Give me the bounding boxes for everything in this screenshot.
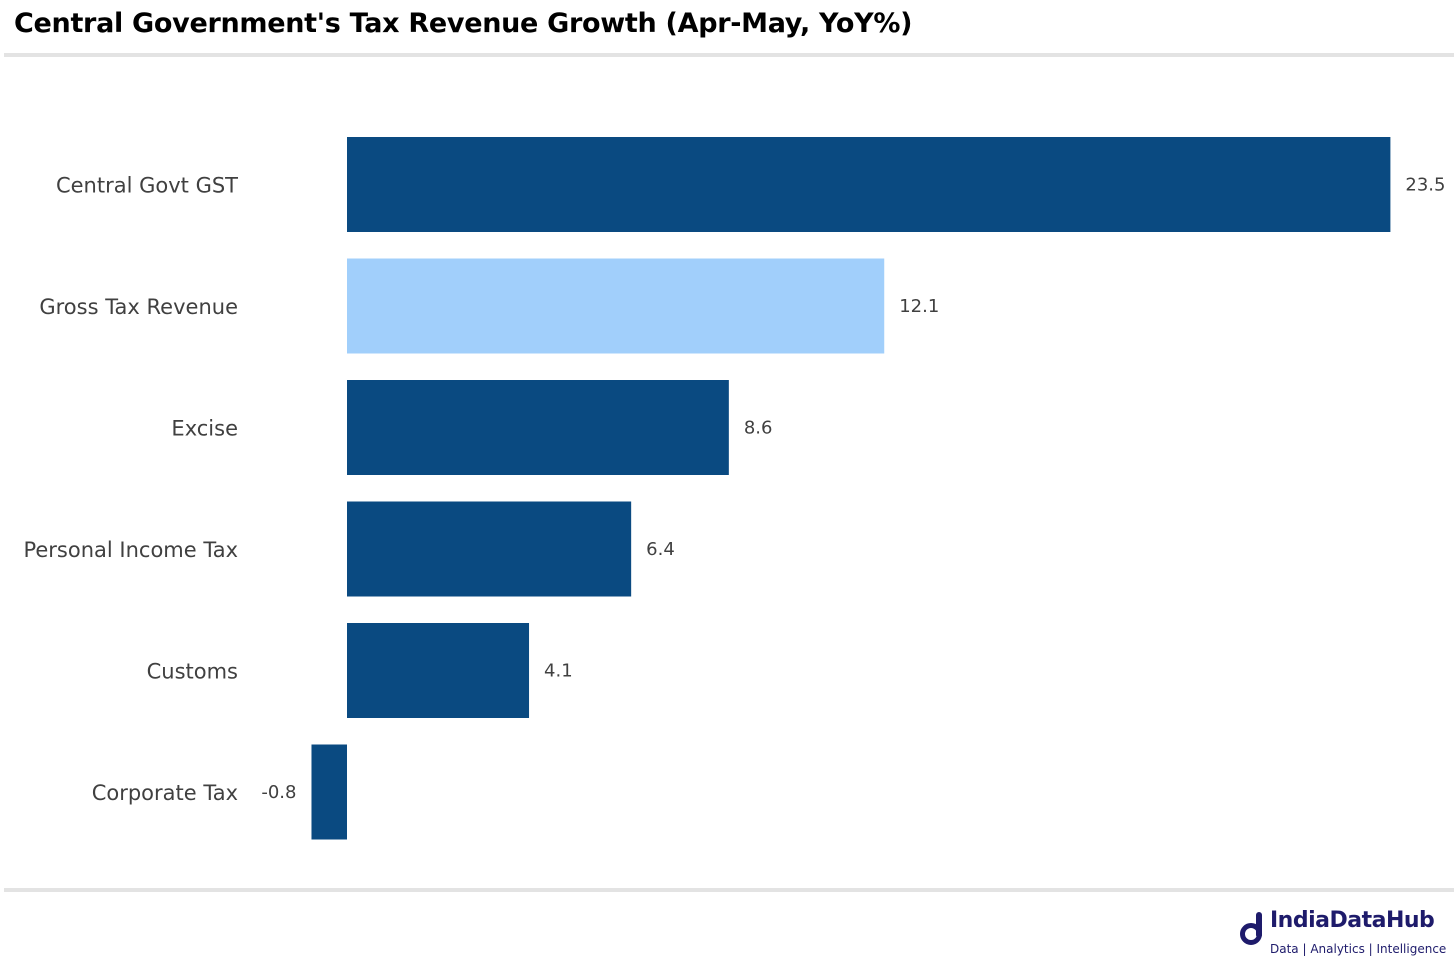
category-label-personal-income-tax: Personal Income Tax	[23, 538, 238, 562]
indiadatahub-logo-icon	[1240, 912, 1262, 945]
top-divider	[4, 53, 1454, 57]
value-label-excise: 8.6	[744, 418, 773, 439]
bottom-divider	[4, 888, 1454, 892]
category-label-central-govt-gst: Central Govt GST	[56, 174, 238, 198]
category-label-customs: Customs	[147, 660, 238, 684]
category-label-excise: Excise	[171, 417, 238, 441]
brand-tagline: Data | Analytics | Intelligence	[1270, 942, 1447, 956]
category-label-gross-tax-revenue: Gross Tax Revenue	[39, 295, 238, 319]
category-label-corporate-tax: Corporate Tax	[92, 781, 238, 805]
value-label-corporate-tax: -0.8	[261, 782, 296, 803]
value-label-personal-income-tax: 6.4	[646, 539, 675, 560]
value-label-customs: 4.1	[544, 661, 573, 682]
value-label-central-govt-gst: 23.5	[1405, 175, 1445, 196]
bar-gross-tax-revenue	[347, 258, 885, 354]
value-label-gross-tax-revenue: 12.1	[899, 296, 939, 317]
bar-central-govt-gst	[347, 137, 1391, 232]
bars-group	[311, 137, 1391, 840]
brand-logo: IndiaDataHub Data | Analytics | Intellig…	[1238, 908, 1448, 962]
bar-excise	[347, 380, 729, 475]
bar-personal-income-tax	[347, 501, 632, 597]
bar-corporate-tax	[311, 744, 347, 840]
labels-group: Central Govt GST 23.5 Gross Tax Revenue 12.…	[23, 174, 1445, 806]
bar-customs	[347, 623, 530, 718]
chart-title: Central Government's Tax Revenue Growth …	[14, 8, 913, 39]
brand-name: IndiaDataHub	[1270, 908, 1435, 933]
